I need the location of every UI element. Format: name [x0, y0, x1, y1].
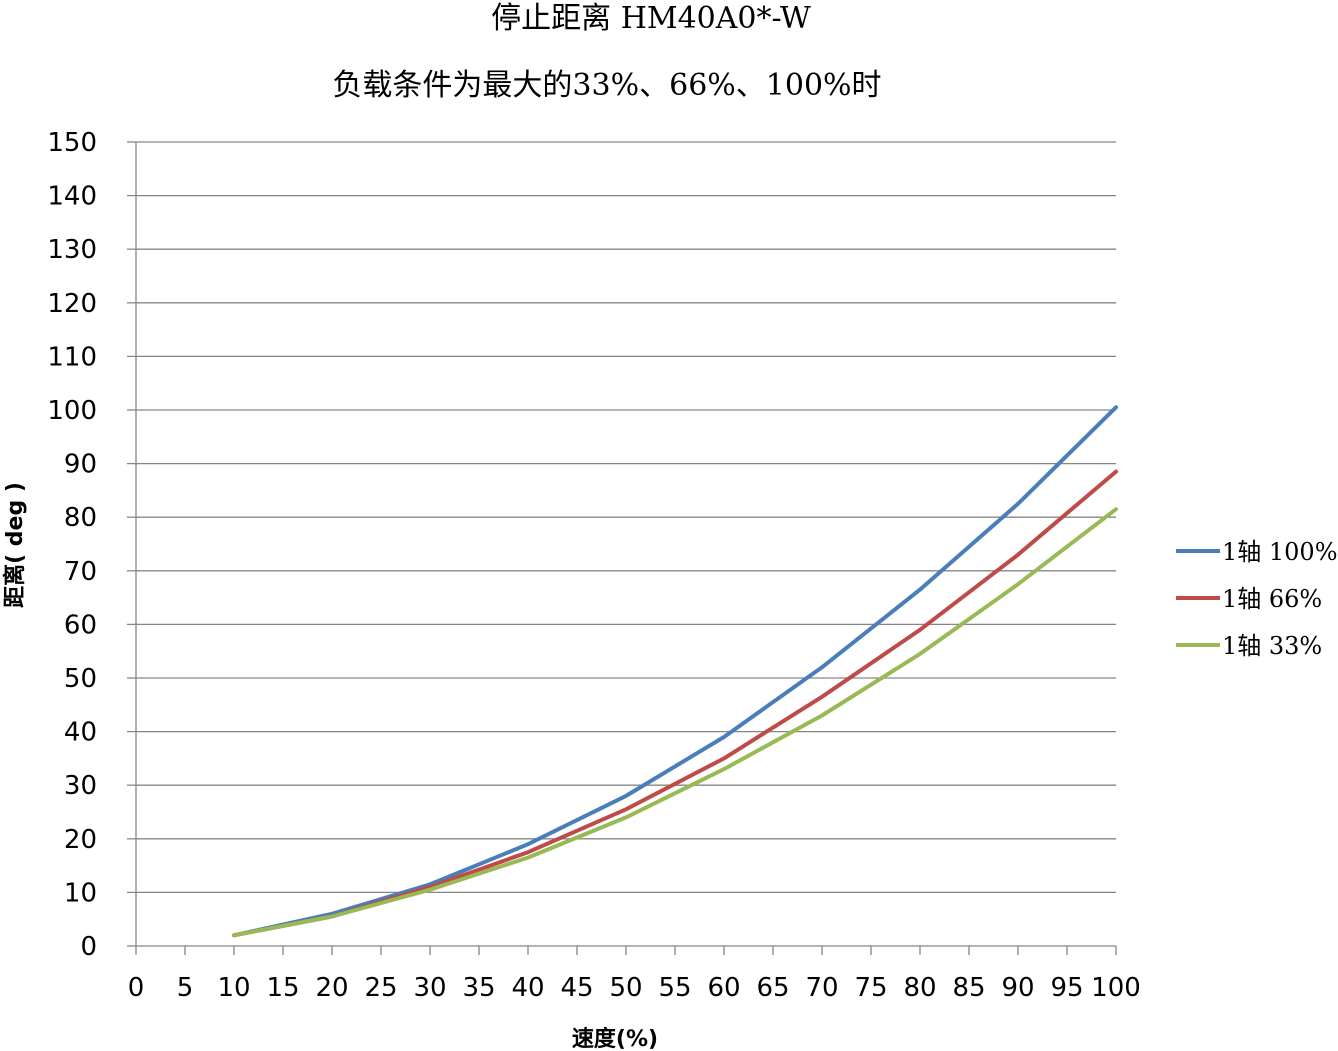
gridlines	[136, 141, 1116, 894]
y-tick-label: 10	[64, 878, 97, 908]
x-tick-label: 35	[462, 973, 495, 1003]
series-line-1	[232, 469, 1118, 938]
x-tick-label: 50	[609, 973, 642, 1003]
y-axis: 0 10 20 30 40 50 60 70 80 90 100 110 120 130 140 150	[47, 128, 137, 962]
y-tick-label: 70	[64, 557, 97, 587]
x-axis-title: 速度(%)	[572, 1026, 658, 1051]
x-tick-label: 65	[756, 973, 789, 1003]
chart-subtitle: 负载条件为最大的33%、66%、100%时	[332, 68, 881, 103]
x-tick-label: 70	[805, 973, 838, 1003]
x-tick-label: 40	[511, 973, 544, 1003]
y-tick-label: 0	[80, 932, 97, 962]
y-tick-label: 110	[47, 342, 97, 372]
x-tick-label: 0	[128, 973, 145, 1003]
x-tick-label: 90	[1001, 973, 1034, 1003]
x-tick-label: 60	[707, 973, 740, 1003]
x-tick-label: 80	[903, 973, 936, 1003]
y-tick-label: 60	[64, 610, 97, 640]
x-tick-label: 55	[658, 973, 691, 1003]
x-tick-label: 30	[413, 973, 446, 1003]
x-axis: 0 5 10 15 20 25 30 35 40 45 50 55 60 65 70 75 80 85 90 95 10…	[128, 945, 1141, 1003]
y-tick-label: 140	[47, 182, 97, 212]
y-tick-label: 120	[47, 289, 97, 319]
x-tick-label: 95	[1050, 973, 1083, 1003]
y-axis-title: 距离( deg )	[2, 482, 28, 608]
series-line-2	[232, 507, 1118, 938]
y-tick-label: 150	[47, 128, 97, 158]
y-tick-label: 40	[64, 718, 97, 748]
y-tick-label: 30	[64, 771, 97, 801]
y-tick-label: 20	[64, 825, 97, 855]
legend-label-2: 1轴 33%	[1222, 632, 1322, 660]
x-tick-label: 20	[315, 973, 348, 1003]
legend-label-1: 1轴 66%	[1222, 585, 1322, 613]
x-tick-label: 100	[1091, 973, 1141, 1003]
y-tick-label: 130	[47, 235, 97, 265]
y-tick-label: 50	[64, 664, 97, 694]
x-tick-label: 15	[266, 973, 299, 1003]
series-lines	[232, 405, 1118, 938]
x-tick-label: 25	[364, 973, 397, 1003]
x-tick-label: 45	[560, 973, 593, 1003]
y-tick-label: 100	[47, 396, 97, 426]
series-line-0	[232, 405, 1118, 938]
legend-label-0: 1轴 100%	[1222, 538, 1338, 566]
x-tick-label: 75	[854, 973, 887, 1003]
legend: 1轴 100% 1轴 66% 1轴 33%	[1176, 538, 1338, 660]
chart-title: 停止距离 HM40A0*-W	[491, 1, 811, 36]
y-tick-label: 90	[64, 450, 97, 480]
x-tick-label: 10	[217, 973, 250, 1003]
x-tick-label: 5	[177, 973, 194, 1003]
x-tick-label: 85	[952, 973, 985, 1003]
y-tick-label: 80	[64, 503, 97, 533]
